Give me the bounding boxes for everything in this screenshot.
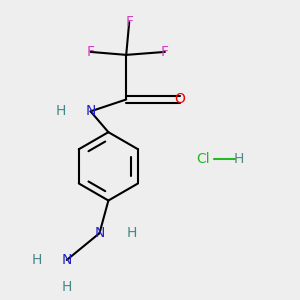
- Text: N: N: [61, 253, 72, 267]
- Text: N: N: [85, 104, 96, 118]
- Text: H: H: [127, 226, 137, 240]
- Text: H: H: [234, 152, 244, 166]
- Text: F: F: [87, 45, 94, 59]
- Text: F: F: [125, 15, 133, 29]
- Text: O: O: [174, 92, 185, 106]
- Text: H: H: [61, 280, 72, 294]
- Text: H: H: [56, 104, 66, 118]
- Text: Cl: Cl: [197, 152, 210, 166]
- Text: F: F: [161, 45, 169, 59]
- Text: H: H: [32, 253, 42, 267]
- Text: N: N: [94, 226, 105, 240]
